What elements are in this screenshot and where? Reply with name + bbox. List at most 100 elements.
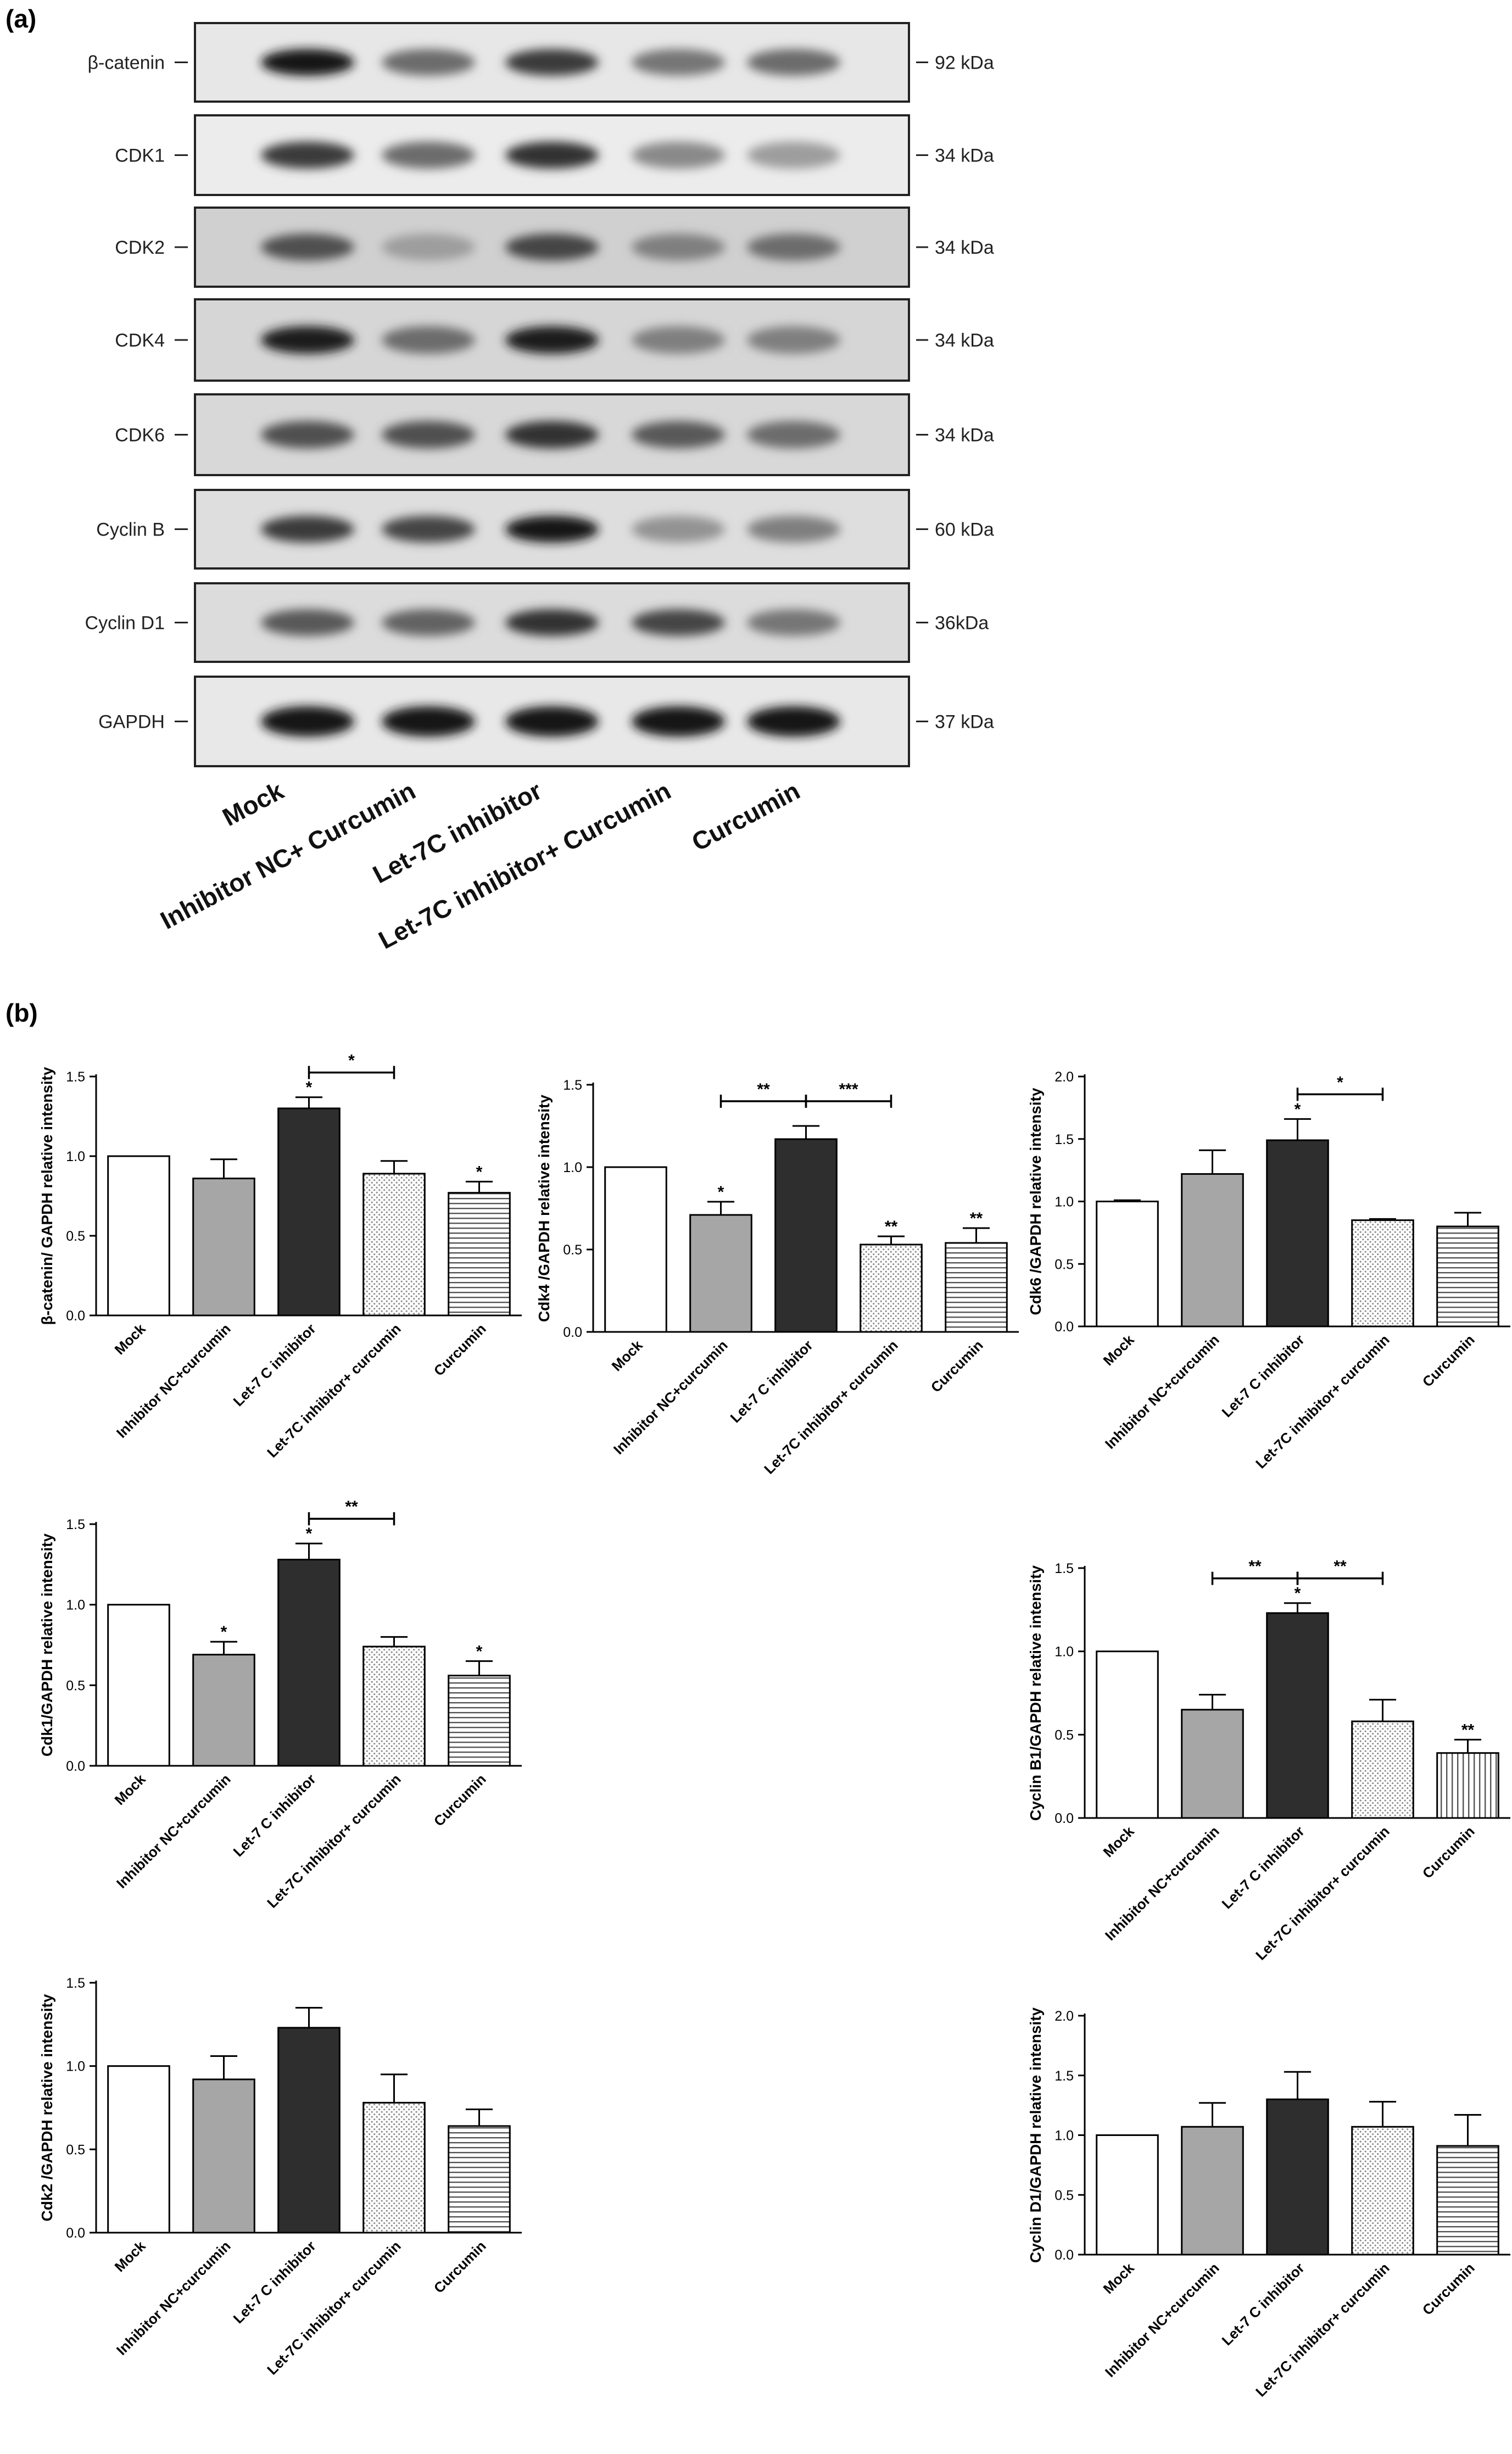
y-tick-label: 0.5 (1055, 1727, 1074, 1743)
blot-gapdh: GAPDH 37 kDa (98, 676, 994, 767)
blot-band (261, 706, 354, 737)
chart-cyclin-d1-gapdh-relative-intensity: 0.0 0.5 1.0 1.5 2.0 Cyclin D1/GAPDH relative … (1027, 2007, 1510, 2400)
significance-star: * (1295, 1100, 1301, 1118)
chart-cyclin-b1-gapdh-relative-intensity: 0.0 0.5 1.0 1.5 Cyclin B1/GAPDH relative int… (1027, 1558, 1510, 1964)
y-tick-label: 0.5 (66, 1229, 85, 1244)
blot-cdk6: CDK6 34 kDa (115, 393, 994, 476)
bar-mock (107, 2065, 170, 2234)
y-axis-label: Cdk1/GAPDH relative intensity (38, 1533, 55, 1757)
category-label: Curcumin (1419, 1331, 1478, 1390)
lane-label-mock: Mock (217, 776, 288, 832)
western-blot-panel: β-catenin 92 kDa CDK1 34 kDa CDK2 34 kDa CDK4 3… (85, 22, 994, 767)
bar-inhibitor-nc-curcumin (1181, 1709, 1244, 1819)
bar-curcumin (1436, 2145, 1499, 2256)
category-label: Curcumin (431, 1771, 489, 1830)
bar-let-7-c-inhibitor (1266, 2098, 1329, 2256)
blot-cyclin-b: Cyclin B 60 kDa (96, 489, 994, 570)
significance-star: * (1295, 1585, 1301, 1603)
blot-band (261, 326, 354, 354)
y-axis-label: Cdk4 /GAPDH relative intensity (535, 1095, 553, 1322)
category-label: Curcumin (1419, 1823, 1478, 1882)
blot-band (505, 233, 599, 261)
blot-band (382, 233, 475, 261)
y-tick-label: 0.5 (1055, 1257, 1074, 1272)
blot-cyclin-d1: Cyclin D1 36kDa (85, 582, 989, 663)
blot-band (747, 141, 840, 169)
bar-curcumin (1436, 1225, 1499, 1328)
bar-let-7c-inhibitor-curcumin (860, 1243, 923, 1333)
blot-band (632, 233, 725, 261)
blot-band (747, 49, 840, 76)
blot-catenin: β-catenin 92 kDa (87, 22, 994, 103)
y-tick-label: 0.0 (66, 2226, 85, 2241)
bar-inhibitor-nc-curcumin (689, 1214, 752, 1333)
y-tick-label: 0.5 (66, 1678, 85, 1693)
bar-charts: 0.0 0.5 1.0 1.5 β-catenin/ GAPDH relative in… (38, 1052, 1510, 2400)
category-label: Let-7C inhibitor+ curcumin (761, 1337, 901, 1477)
y-tick-label: 1.5 (66, 1069, 85, 1085)
significance-star: * (306, 1525, 313, 1543)
y-tick-label: 1.5 (1055, 1561, 1074, 1576)
blot-band (747, 706, 840, 737)
bracket-label: * (1337, 1073, 1343, 1091)
y-axis-label: Cdk6 /GAPDH relative intensity (1027, 1087, 1044, 1315)
blot-band (632, 609, 725, 636)
blot-cdk1: CDK1 34 kDa (115, 114, 994, 196)
category-label: Let-7 C inhibitor (1219, 2260, 1308, 2349)
bracket-label: ** (345, 1498, 358, 1516)
blot-band (261, 516, 354, 543)
y-tick-label: 1.0 (1055, 1195, 1074, 1210)
panel-a-label: (a) (5, 4, 36, 33)
y-tick-label: 1.5 (1055, 2068, 1074, 2084)
bar-curcumin (448, 2125, 511, 2234)
chart-cdk1-gapdh-relative-intensity: 0.0 0.5 1.0 1.5 Cdk1/GAPDH relative intensit… (38, 1498, 522, 1911)
y-tick-label: 0.0 (66, 1308, 85, 1324)
blot-cdk2: CDK2 34 kDa (115, 207, 994, 288)
protein-label: CDK2 (115, 237, 165, 258)
blot-band (382, 516, 475, 543)
chart-catenin-gapdh-relative-intensity: 0.0 0.5 1.0 1.5 β-catenin/ GAPDH relative in… (38, 1052, 522, 1461)
y-axis-label: β-catenin/ GAPDH relative intensity (38, 1067, 55, 1325)
significance-star: ** (970, 1209, 983, 1228)
category-label: Curcumin (928, 1337, 986, 1396)
bar-let-7c-inhibitor-curcumin (1351, 2126, 1414, 2256)
blot-cdk4: CDK4 34 kDa (115, 298, 994, 382)
y-axis-label: Cyclin B1/GAPDH relative intensity (1027, 1565, 1044, 1821)
blot-band (382, 141, 475, 169)
bracket-label: *** (839, 1080, 858, 1098)
kda-label: 37 kDa (935, 712, 994, 733)
chart-cdk2-gapdh-relative-intensity: 0.0 0.5 1.0 1.5 Cdk2 /GAPDH relative intensi… (38, 1976, 522, 2378)
y-tick-label: 1.0 (66, 1598, 85, 1613)
bar-curcumin (448, 1675, 511, 1767)
bar-curcumin (448, 1192, 511, 1317)
category-label: Let-7 C inhibitor (1219, 1823, 1308, 1912)
significance-star: ** (885, 1218, 898, 1236)
kda-label: 34 kDa (935, 146, 994, 166)
blot-band (747, 516, 840, 543)
blot-band (747, 233, 840, 261)
protein-label: GAPDH (98, 712, 165, 733)
protein-label: β-catenin (87, 53, 165, 74)
significance-star: * (718, 1183, 724, 1201)
bar-let-7-c-inhibitor (774, 1138, 838, 1333)
y-tick-label: 2.0 (1055, 1069, 1074, 1085)
blot-band (382, 326, 475, 354)
protein-label: Cyclin D1 (85, 613, 165, 634)
chart-cdk6-gapdh-relative-intensity: 0.0 0.5 1.0 1.5 2.0 Cdk6 /GAPDH relative inte… (1027, 1069, 1510, 1472)
significance-star: * (221, 1623, 227, 1641)
blot-band (632, 326, 725, 354)
blot-band (382, 49, 475, 76)
bar-let-7-c-inhibitor (277, 1107, 341, 1317)
blot-band (505, 706, 599, 737)
blot-band (382, 421, 475, 449)
bar-let-7c-inhibitor-curcumin (362, 1646, 426, 1767)
y-tick-label: 2.0 (1055, 2009, 1074, 2024)
kda-label: 34 kDa (935, 330, 994, 351)
y-tick-label: 1.5 (66, 1976, 85, 1991)
category-label: Mock (1100, 1331, 1138, 1369)
bracket-label: ** (1334, 1558, 1347, 1576)
bar-mock (107, 1604, 170, 1767)
bar-curcumin (945, 1242, 1008, 1333)
